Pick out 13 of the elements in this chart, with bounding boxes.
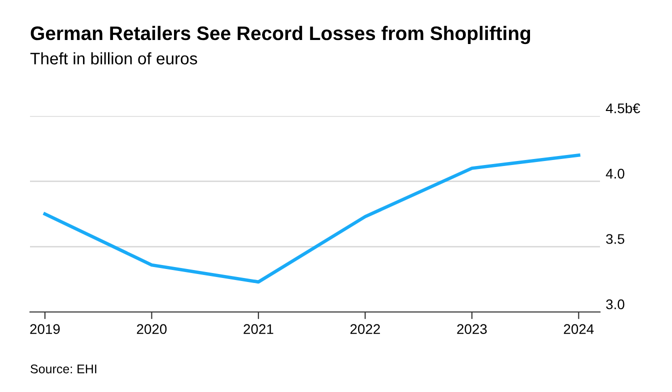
y-tick-label: 3.0 bbox=[606, 299, 624, 310]
chart-title: German Retailers See Record Losses from Shoplifting bbox=[30, 26, 530, 44]
x-tick-label: 2022 bbox=[350, 324, 380, 334]
y-tick-label: 3.5 bbox=[606, 234, 624, 244]
x-tick-label: 2019 bbox=[30, 324, 60, 334]
y-tick-label: 4.5b€ bbox=[606, 103, 640, 114]
chart-subtitle: Theft in billion of euros bbox=[30, 52, 198, 64]
source-note: Source: EHI bbox=[30, 364, 96, 374]
y-tick-label: 4.0 bbox=[606, 168, 624, 179]
x-tick-label: 2024 bbox=[564, 324, 594, 334]
x-tick-label: 2020 bbox=[136, 324, 167, 334]
x-tick-label: 2023 bbox=[457, 324, 487, 334]
x-tick-label: 2021 bbox=[244, 324, 274, 334]
